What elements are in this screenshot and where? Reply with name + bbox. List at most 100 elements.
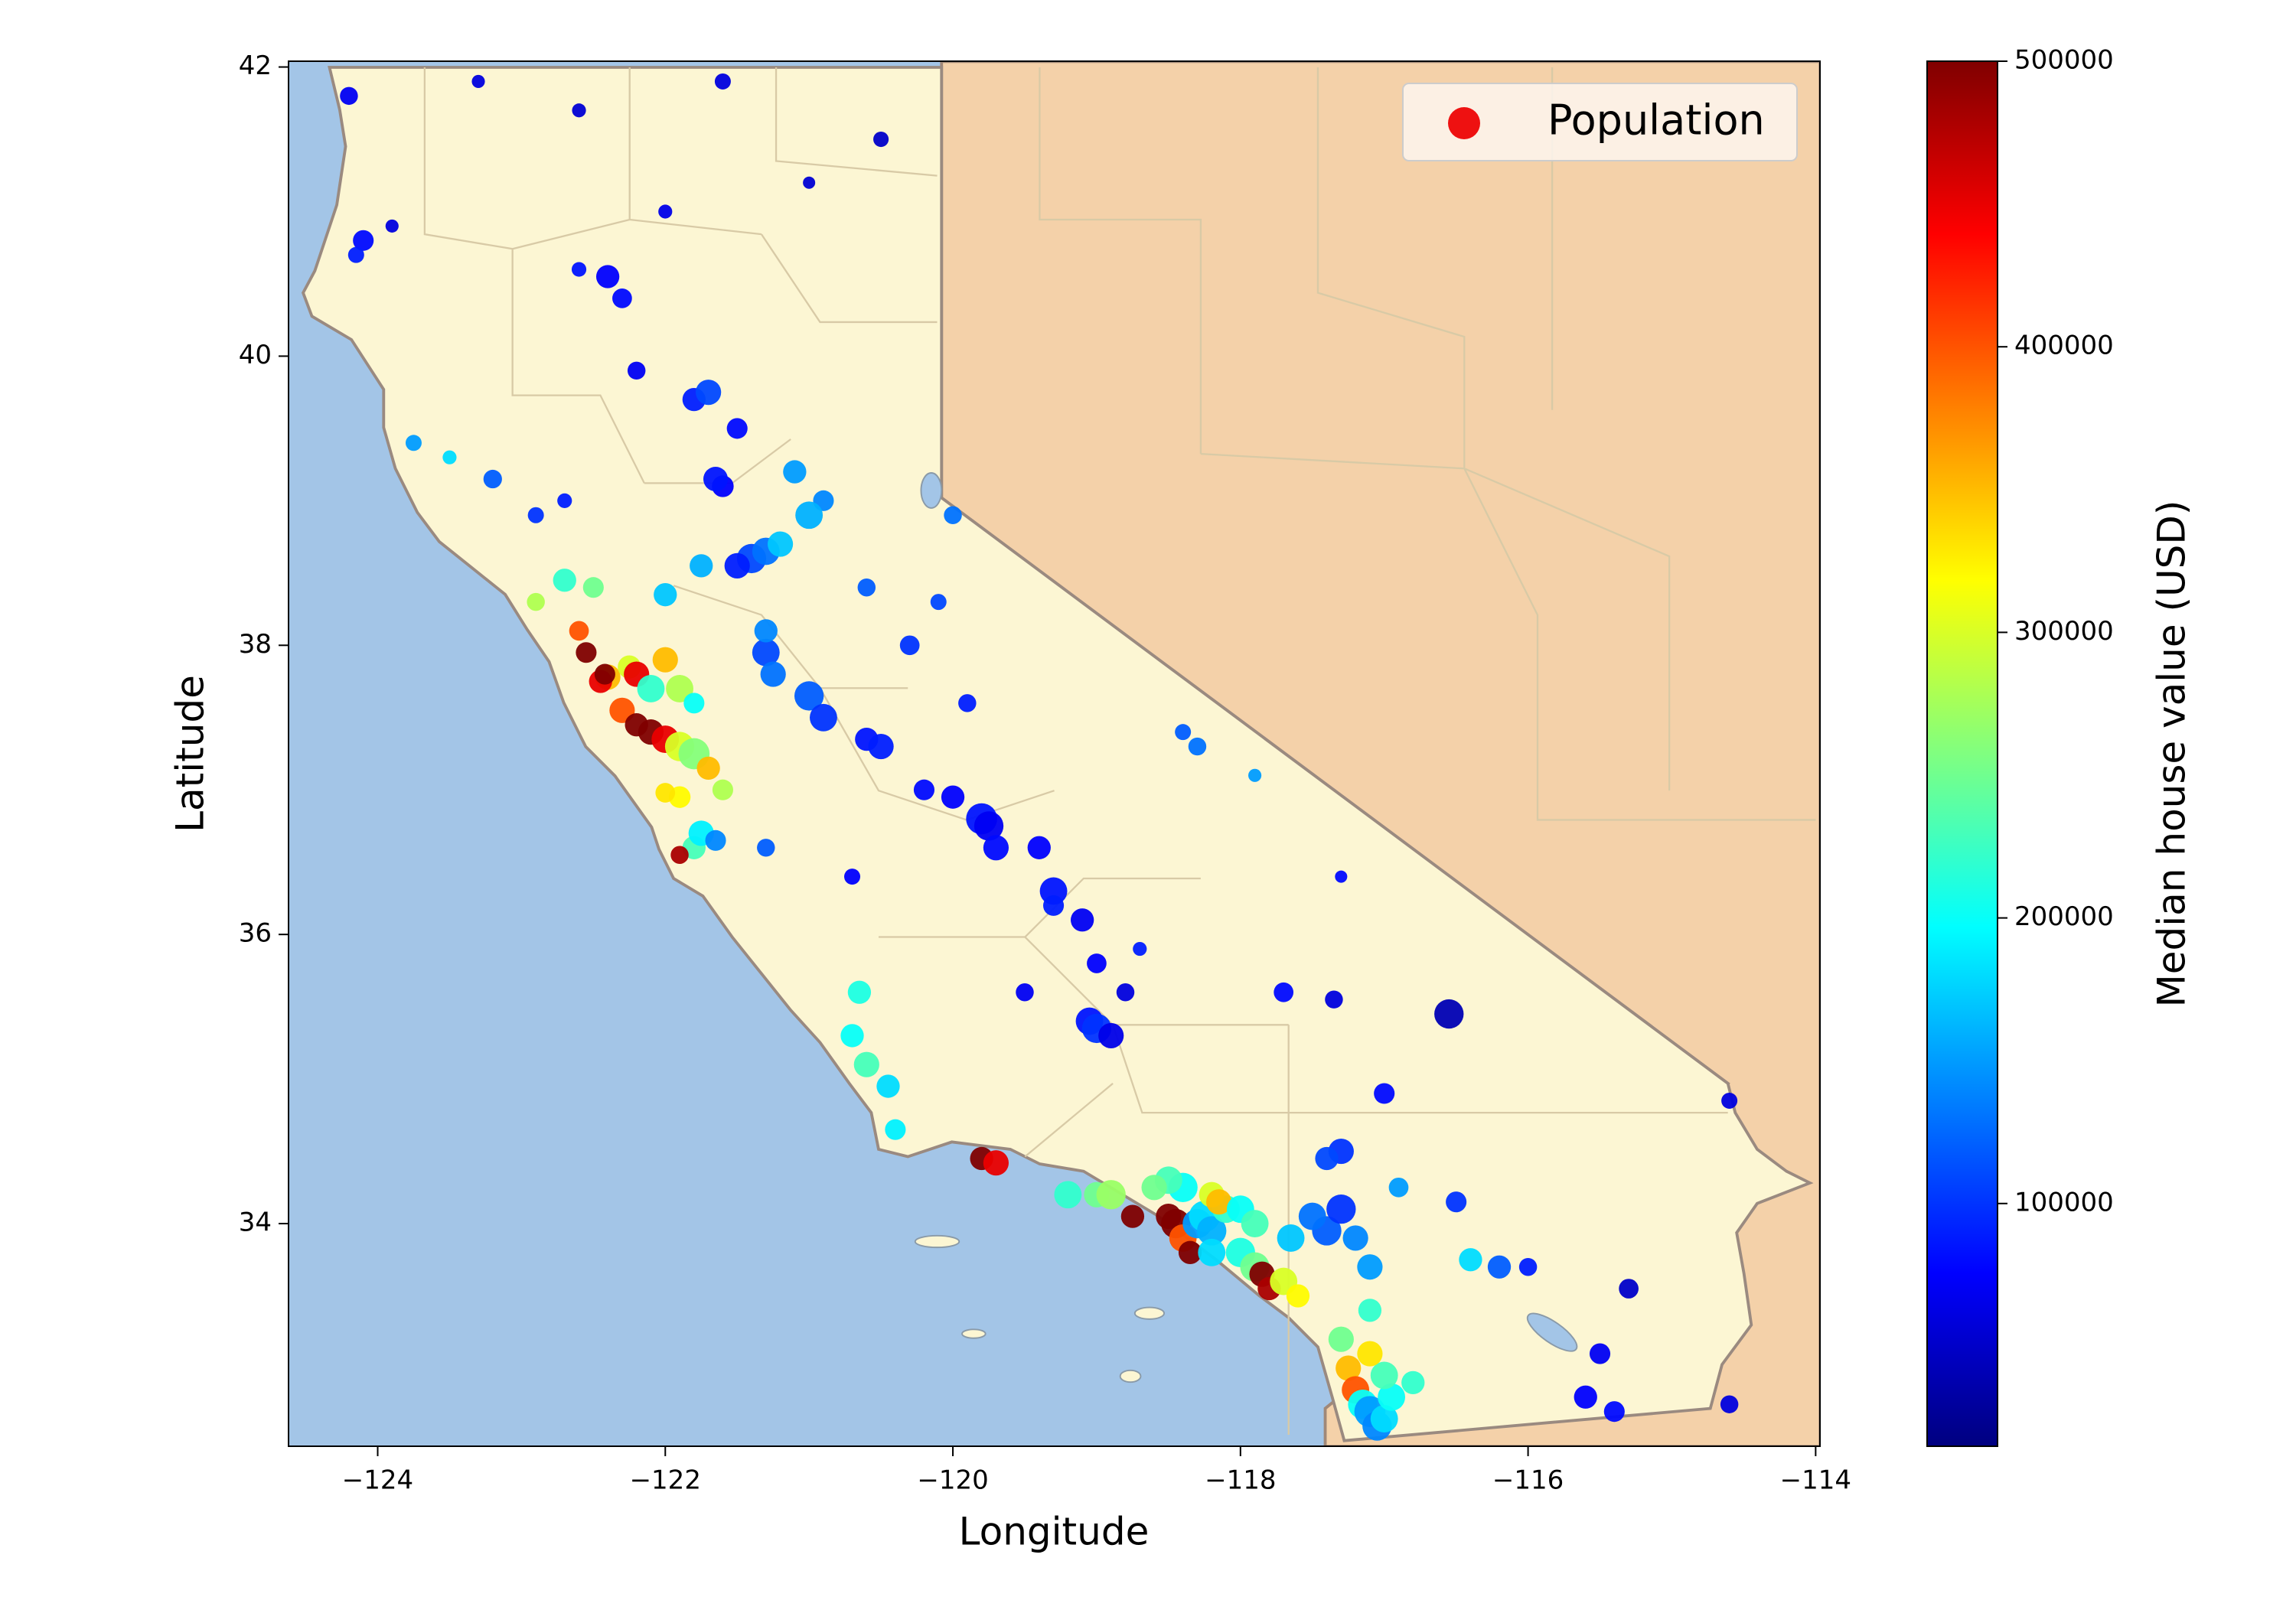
point — [595, 265, 620, 288]
x-tick-label: −124 — [342, 1465, 413, 1496]
point — [760, 661, 786, 687]
point — [658, 204, 673, 219]
point — [1133, 941, 1147, 957]
point — [1358, 1299, 1382, 1322]
point — [442, 450, 457, 464]
point — [1188, 737, 1207, 756]
point — [1335, 870, 1348, 883]
point — [340, 86, 358, 106]
point — [527, 592, 545, 611]
point — [1325, 990, 1343, 1009]
point — [1446, 1191, 1467, 1213]
point — [1087, 953, 1107, 973]
point — [1206, 1189, 1232, 1215]
point — [1336, 1355, 1362, 1381]
point — [974, 811, 1004, 841]
point — [1487, 1255, 1512, 1279]
point — [1286, 1284, 1310, 1308]
point — [1116, 983, 1135, 1002]
point — [1518, 1257, 1538, 1276]
point — [385, 219, 399, 233]
point — [757, 839, 775, 857]
legend-label: Population — [1548, 96, 1765, 145]
point — [703, 466, 729, 492]
colorbar-tick-label: 300000 — [2014, 616, 2114, 647]
point — [1277, 1224, 1305, 1252]
point — [1175, 724, 1192, 741]
point — [1096, 1180, 1126, 1210]
point — [1054, 1181, 1082, 1209]
point — [696, 756, 720, 781]
point — [1388, 1177, 1409, 1198]
point — [1027, 836, 1051, 859]
point — [726, 418, 748, 439]
point — [654, 583, 677, 607]
point — [690, 554, 713, 578]
point — [868, 733, 894, 760]
y-axis-label: Latitude — [168, 675, 213, 833]
point — [1459, 1248, 1482, 1272]
point — [353, 230, 374, 251]
point — [1374, 1083, 1395, 1104]
point — [670, 846, 689, 864]
x-tick-label: −118 — [1205, 1465, 1276, 1496]
point — [1370, 1361, 1398, 1390]
plot-frame — [288, 60, 1821, 1447]
point — [1721, 1092, 1738, 1109]
point — [571, 262, 587, 277]
point — [1315, 1146, 1339, 1171]
point — [1401, 1370, 1425, 1395]
legend: Population — [1402, 83, 1798, 161]
point — [1043, 895, 1065, 916]
point — [637, 675, 665, 702]
point — [582, 577, 604, 598]
point — [1589, 1343, 1611, 1364]
point — [705, 829, 726, 851]
colorbar-tick-label: 400000 — [2014, 331, 2114, 361]
point — [471, 74, 485, 89]
point — [569, 621, 589, 641]
x-axis-label: Longitude — [959, 1510, 1150, 1554]
x-tick-label: −120 — [917, 1465, 988, 1496]
point — [712, 779, 733, 800]
point — [527, 507, 544, 523]
point — [1248, 768, 1262, 782]
point — [1241, 1210, 1269, 1237]
point — [483, 469, 502, 489]
point — [1370, 1405, 1398, 1433]
point — [930, 594, 947, 611]
point — [1720, 1395, 1739, 1413]
point — [696, 380, 722, 406]
colorbar-tick-label: 500000 — [2014, 45, 2114, 76]
point — [1178, 1240, 1202, 1264]
point — [853, 1051, 879, 1077]
point — [810, 703, 837, 732]
point — [1198, 1238, 1226, 1266]
point — [1357, 1254, 1383, 1280]
point — [1197, 1216, 1227, 1246]
y-tick-label: 40 — [239, 340, 272, 370]
point — [1603, 1401, 1625, 1423]
point — [840, 1024, 864, 1048]
point — [944, 506, 962, 524]
point — [795, 501, 823, 530]
point — [655, 783, 676, 803]
map-background — [288, 61, 1821, 1447]
point — [1326, 1194, 1356, 1224]
y-tick-label: 36 — [239, 918, 272, 949]
point — [847, 980, 872, 1004]
point — [1274, 982, 1294, 1002]
point — [767, 531, 794, 557]
x-tick-label: −122 — [630, 1465, 701, 1496]
point — [1120, 1204, 1145, 1228]
point — [405, 435, 422, 451]
point — [666, 675, 693, 702]
point — [714, 73, 731, 90]
point — [1378, 1383, 1406, 1411]
point — [576, 642, 597, 663]
point — [876, 1074, 900, 1098]
point — [958, 694, 977, 712]
point — [683, 693, 705, 714]
